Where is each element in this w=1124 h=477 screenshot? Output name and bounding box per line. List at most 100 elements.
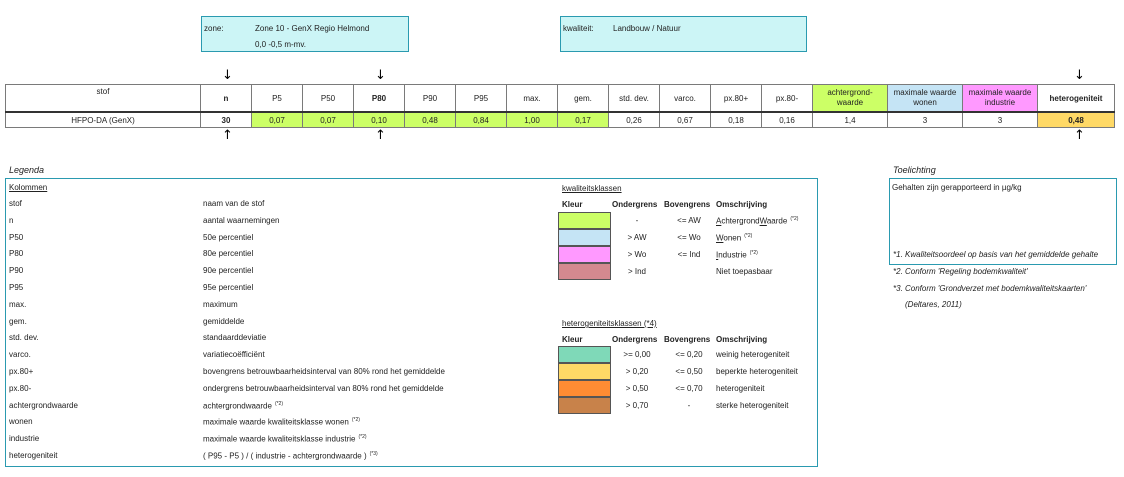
hc-header-color: Kleur	[562, 335, 583, 344]
header-achtergrondwaarde: achtergrond-waarde	[812, 84, 888, 113]
quality-class-lower: > Wo	[627, 250, 647, 259]
legend-item-desc-text: achtergrondwaarde	[203, 401, 272, 411]
heterogeneity-class-desc: beperkte heterogeniteit	[716, 367, 798, 376]
columns-title: Kolommen	[9, 183, 48, 192]
heterogeneity-class-lower: > 0,50	[625, 384, 649, 393]
header-n: n	[200, 84, 252, 113]
note-line-1: *1. Kwaliteitsoordeel op basis van het g…	[893, 250, 1099, 259]
legend-item-footnote: (*2)	[358, 434, 367, 441]
cell-std-dev: 0,26	[608, 111, 660, 128]
quality-classes-title: kwaliteitsklassen	[562, 184, 622, 193]
header-max-industrie: maximale waarde industrie	[962, 84, 1038, 113]
quality-class-upper: <= Ind	[677, 250, 701, 259]
heterogeneity-class-swatch	[558, 380, 611, 397]
header-p80: P80	[353, 84, 405, 113]
heterogeneity-class-swatch	[558, 397, 611, 414]
legend-item-key: max.	[9, 299, 27, 309]
quality-class-desc-text: ndustrie	[718, 250, 747, 260]
legend-item-desc-text: 95e percentiel	[203, 283, 254, 292]
cell-achtergrondwaarde: 1,4	[812, 111, 888, 128]
cell-stof: HFPO-DA (GenX)	[5, 111, 201, 128]
quality-class-footnote: (*2)	[790, 216, 799, 222]
quality-class-desc: Niet toepasbaar	[716, 267, 772, 276]
legend-item-key: stof	[9, 199, 22, 208]
header-varco: varco.	[659, 84, 711, 113]
quality-value: Landbouw / Natuur	[613, 24, 681, 33]
note-line-3: *3. Conform 'Grondverzet met bodemkwalit…	[893, 284, 1087, 293]
quality-class-desc: Industrie (*2)	[716, 250, 758, 260]
heterogeneity-class-upper: <= 0,20	[675, 350, 703, 359]
quality-class-desc: AchtergrondWaarde (*2)	[716, 216, 798, 226]
legend-item-desc: 50e percentiel	[203, 233, 253, 242]
legend-item-desc: naam van de stof	[203, 199, 264, 208]
arrow-up-n-icon: ↑	[222, 128, 233, 143]
cell-p5: 0,07	[251, 111, 303, 128]
heterogeneity-class-swatch	[558, 346, 611, 363]
heterogeneity-class-lower: > 0,70	[625, 401, 649, 410]
heterogeneity-class-lower: >= 0,00	[623, 350, 651, 359]
quality-class-desc-initial: I	[716, 250, 719, 260]
heterogeneity-class-upper: <= 0,50	[675, 367, 703, 376]
header-px80-minus: px.80-	[761, 84, 813, 113]
quality-class-desc-underlined: W	[759, 216, 767, 226]
arrow-up-heterogeneity-icon: ↑	[1074, 128, 1085, 143]
arrow-down-p80-icon: ↓	[375, 68, 386, 83]
cell-p50: 0,07	[302, 111, 354, 128]
legend-item-key: heterogeniteit	[9, 451, 58, 460]
heterogeneity-classes-title: heterogeniteitsklassen (*4)	[562, 319, 657, 328]
zone-box: zone: Zone 10 - GenX Regio Helmond 0,0 -…	[201, 16, 409, 52]
legend-item-desc-text: maximale waarde kwaliteitsklasse wonen	[203, 418, 349, 428]
cell-p95: 0,84	[455, 111, 507, 128]
qc-header-lower: Ondergrens	[612, 200, 658, 209]
header-max: max.	[506, 84, 558, 113]
hc-header-lower: Ondergrens	[612, 335, 658, 344]
legend-item-desc: aantal waarnemingen	[203, 216, 280, 225]
header-stof: stof	[5, 84, 201, 113]
quality-class-lower: > Ind	[627, 267, 646, 276]
legend-item-desc: variatiecoëfficiënt	[203, 350, 265, 359]
quality-class-lower: > AW	[627, 233, 647, 242]
cell-varco: 0,67	[659, 111, 711, 128]
legend-title: Legenda	[9, 165, 45, 175]
header-std-dev: std. dev.	[608, 84, 660, 113]
cell-max: 1,00	[506, 111, 558, 128]
header-max-wonen: maximale waarde wonen	[887, 84, 963, 113]
legend-item-desc: maximale waarde kwaliteitsklasse wonen (*…	[203, 417, 360, 427]
statistics-table: stof n P5 P50 P80 P90 P95 max. gem. std.…	[5, 84, 1115, 128]
quality-box: kwaliteit: Landbouw / Natuur	[560, 16, 807, 52]
quality-class-desc-initial: A	[716, 216, 722, 226]
legend-item-desc: bovengrens betrouwbaarheidsinterval van …	[203, 367, 445, 376]
legend-item-desc-text: maximum	[203, 299, 238, 309]
legend-item-desc-text: naam van de stof	[203, 199, 265, 208]
legend-item-desc-text: standaarddeviatie	[203, 333, 267, 343]
quality-class-swatch	[558, 246, 611, 263]
qc-header-color: Kleur	[562, 200, 583, 209]
legend-item-key: px.80-	[9, 383, 32, 393]
legend-item-desc-text: 50e percentiel	[203, 232, 254, 242]
cell-n: 30	[200, 111, 252, 128]
legend-item-desc: ondergrens betrouwbaarheidsinterval van …	[203, 384, 444, 393]
table-row: HFPO-DA (GenX) 30 0,07 0,07 0,10 0,48 0,…	[5, 111, 1115, 128]
cell-max-wonen: 3	[887, 111, 963, 128]
quality-class-desc-initial: W	[716, 233, 724, 243]
quality-class-upper: <= Wo	[677, 233, 701, 242]
arrow-down-n-icon: ↓	[222, 68, 233, 83]
legend-item-desc: ( P95 - P5 ) / ( industrie - achtergrond…	[203, 451, 378, 461]
legend-item-desc-text: ( P95 - P5 ) / ( industrie - achtergrond…	[203, 451, 367, 461]
legend-item-key: gem.	[9, 316, 27, 326]
cell-px80-minus: 0,16	[761, 111, 813, 128]
legend-item-key: varco.	[9, 350, 31, 360]
legend-item-footnote: (*2)	[274, 400, 283, 407]
legend-item-desc-text: ondergrens betrouwbaarheidsinterval van …	[203, 383, 444, 393]
legend-item-key: P95	[9, 283, 24, 292]
legend-item-key: P50	[9, 232, 24, 242]
legend-item-desc-text: variatiecoëfficiënt	[203, 350, 265, 360]
legend-item-key: achtergrondwaarde	[9, 400, 78, 410]
header-p95: P95	[455, 84, 507, 113]
hc-header-upper: Bovengrens	[664, 335, 711, 344]
zone-label: zone:	[204, 24, 224, 33]
cell-heterogeniteit: 0,48	[1037, 111, 1115, 128]
quality-class-desc-rest: aarde	[766, 216, 788, 226]
legend-item-desc: 80e percentiel	[203, 249, 253, 258]
header-heterogeniteit: heterogeniteit	[1037, 84, 1115, 113]
